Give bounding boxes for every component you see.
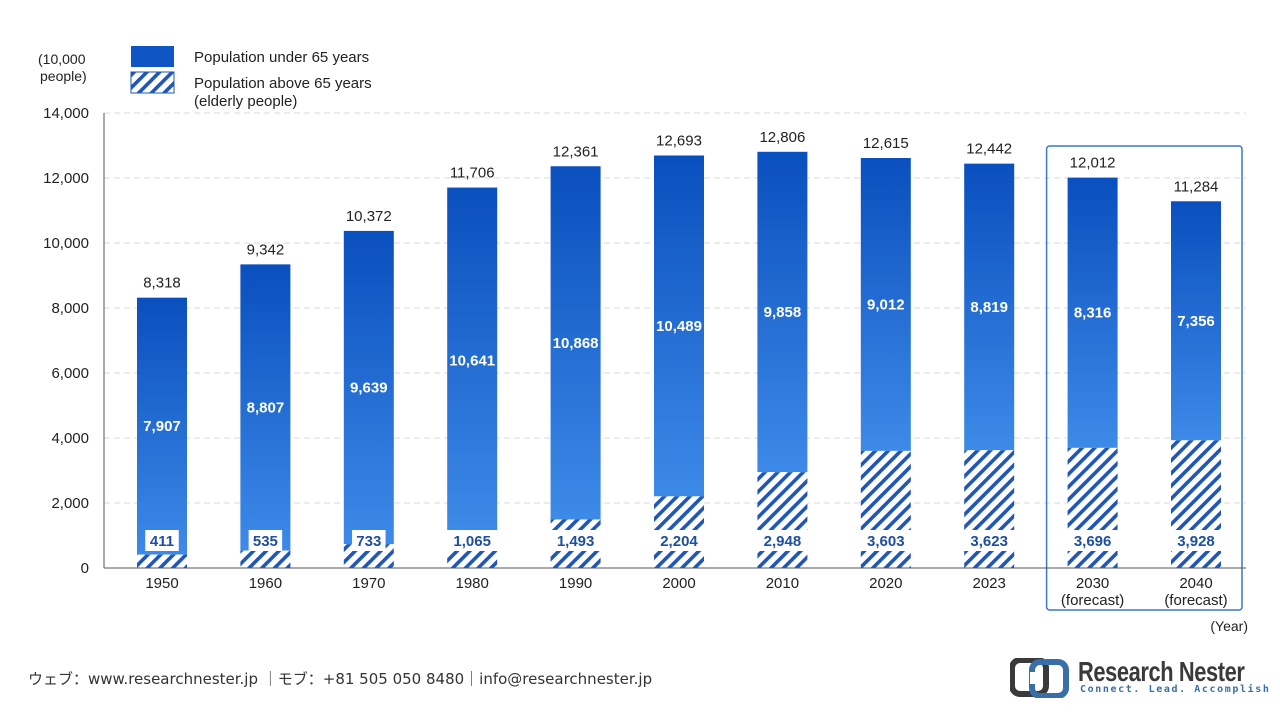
- y-tick-label: 14,000: [43, 105, 89, 122]
- bar-under-65-2040: [1171, 201, 1221, 441]
- label-box-above-65-1990: [550, 530, 601, 551]
- bar-under-65-2020: [860, 158, 911, 451]
- label-box-above-65-2010: [757, 530, 808, 551]
- bar-under-65-2000: [654, 155, 704, 497]
- bar-under-65-1960: [240, 264, 291, 551]
- legend-swatch-above-65: [130, 71, 175, 94]
- label-above-65-1970: 733: [356, 533, 381, 550]
- total-label-2010: 12,806: [759, 129, 805, 146]
- x-tick-label: 2020: [869, 575, 902, 592]
- label-box-above-65-1960: [248, 530, 283, 551]
- y-tick-label: 12,000: [43, 170, 89, 187]
- label-box-above-65-2023: [963, 530, 1015, 551]
- logo-tagline: Connect. Lead. Accomplish: [1080, 684, 1271, 695]
- label-under-65-2023: 8,819: [970, 299, 1008, 316]
- label-above-65-1990: 1,493: [557, 533, 595, 550]
- label-under-65-1980: 10,641: [449, 352, 495, 369]
- total-label-2020: 12,615: [863, 135, 909, 152]
- y-tick-label: 4,000: [51, 430, 89, 447]
- forecast-highlight-box: [1045, 145, 1243, 611]
- y-tick-label: 0: [81, 560, 89, 577]
- x-tick-sublabel: (forecast): [1164, 592, 1227, 609]
- label-under-65-1990: 10,868: [553, 335, 599, 352]
- bar-under-65-1990: [550, 166, 601, 520]
- label-under-65-2020: 9,012: [867, 296, 905, 313]
- x-tick-label: 1970: [352, 575, 385, 592]
- x-tick-label: 1980: [456, 575, 489, 592]
- legend: Population under 65 years Population abov…: [130, 46, 372, 110]
- x-axis-label: (Year): [1210, 618, 1248, 634]
- footer-contact: ウェブ：www.researchnester.jp ｜モブ：+81 505 05…: [28, 670, 653, 688]
- label-box-above-65-1980: [446, 530, 498, 551]
- total-label-2040: 11,284: [1174, 178, 1219, 195]
- x-tick-label: 1960: [249, 575, 282, 592]
- label-box-above-65-2040: [1170, 530, 1222, 551]
- bar-under-65-1980: [447, 187, 498, 534]
- legend-label-above-65-sub: (elderly people): [194, 93, 297, 110]
- bar-under-65-2010: [757, 151, 808, 473]
- label-under-65-1950: 7,907: [143, 418, 181, 435]
- total-label-1990: 12,361: [553, 143, 599, 160]
- label-under-65-2030: 8,316: [1074, 305, 1112, 322]
- label-above-65-2030: 3,696: [1074, 533, 1112, 550]
- label-under-65-2000: 10,489: [656, 318, 702, 335]
- label-above-65-2010: 2,948: [764, 533, 802, 550]
- population-chart: 02,0004,0006,0008,00010,00012,00014,000 …: [38, 46, 1248, 634]
- y-axis-label-line1: (10,000: [38, 51, 86, 67]
- x-tick-label: 2030: [1076, 575, 1109, 592]
- x-tick-label: 1990: [559, 575, 592, 592]
- x-tick-label: 2023: [973, 575, 1006, 592]
- label-above-65-1950: 411: [150, 533, 174, 550]
- label-above-65-2040: 3,928: [1177, 533, 1215, 550]
- x-axis: 1950 1960 1970 1980 1990 2000 2010 2020 2023 2030…: [104, 567, 1246, 609]
- label-box-above-65-1970: [352, 530, 386, 551]
- label-box-above-65-1950: [145, 530, 179, 551]
- legend-label-under-65: Population under 65 years: [194, 49, 369, 66]
- label-under-65-2010: 9,858: [764, 304, 802, 321]
- bar-under-65-1970: [343, 230, 394, 545]
- label-box-above-65-2020: [860, 530, 912, 551]
- bar-under-65-2023: [964, 163, 1015, 451]
- total-label-2023: 12,442: [966, 141, 1012, 158]
- total-label-1980: 11,706: [450, 165, 495, 182]
- label-under-65-2040: 7,356: [1177, 313, 1215, 330]
- label-above-65-2020: 3,603: [867, 533, 905, 550]
- x-tick-label: 2040: [1179, 575, 1212, 592]
- x-tick-label: 2000: [662, 575, 695, 592]
- y-axis-label-line2: people): [40, 68, 87, 84]
- bars: 7,907 411 8,318 8,807 535 9,342 9,639 733 10,372…: [137, 129, 1243, 611]
- bar-above-65-1960: [240, 550, 291, 568]
- y-tick-label: 2,000: [51, 495, 89, 512]
- total-label-2030: 12,012: [1070, 155, 1116, 172]
- bar-under-65-1950: [137, 297, 187, 555]
- bar-under-65-2030: [1067, 177, 1118, 448]
- total-label-1960: 9,342: [247, 241, 285, 258]
- y-axis: 0 2,000 4,000 6,000 8,000 10,000 12,000 14,000: [43, 105, 105, 577]
- y-tick-label: 6,000: [51, 365, 89, 382]
- logo-name: Research Nester: [1078, 656, 1245, 687]
- total-label-1950: 8,318: [143, 275, 181, 292]
- x-tick-sublabel: (forecast): [1061, 592, 1124, 609]
- x-tick-label: 1950: [145, 575, 178, 592]
- label-above-65-1980: 1,065: [453, 533, 491, 550]
- research-nester-logo-icon: [1010, 658, 1069, 698]
- legend-swatch-under-65: [131, 46, 174, 67]
- label-under-65-1960: 8,807: [247, 399, 285, 416]
- y-tick-label: 8,000: [51, 300, 89, 317]
- label-under-65-1970: 9,639: [350, 380, 388, 397]
- legend-label-above-65: Population above 65 years: [194, 75, 372, 92]
- bar-above-65-2010: [757, 472, 808, 568]
- label-box-above-65-2000: [653, 530, 705, 551]
- x-tick-label: 2010: [766, 575, 799, 592]
- total-label-2000: 12,693: [656, 132, 702, 149]
- label-box-above-65-2030: [1067, 530, 1118, 551]
- y-tick-label: 10,000: [43, 235, 89, 252]
- bar-above-65-1950: [137, 554, 187, 568]
- total-label-1970: 10,372: [346, 208, 392, 225]
- research-nester-logo: Research Nester Connect. Lead. Accomplis…: [1010, 656, 1269, 700]
- label-above-65-2023: 3,623: [970, 533, 1008, 550]
- label-above-65-1960: 535: [253, 533, 278, 550]
- label-above-65-2000: 2,204: [660, 533, 698, 550]
